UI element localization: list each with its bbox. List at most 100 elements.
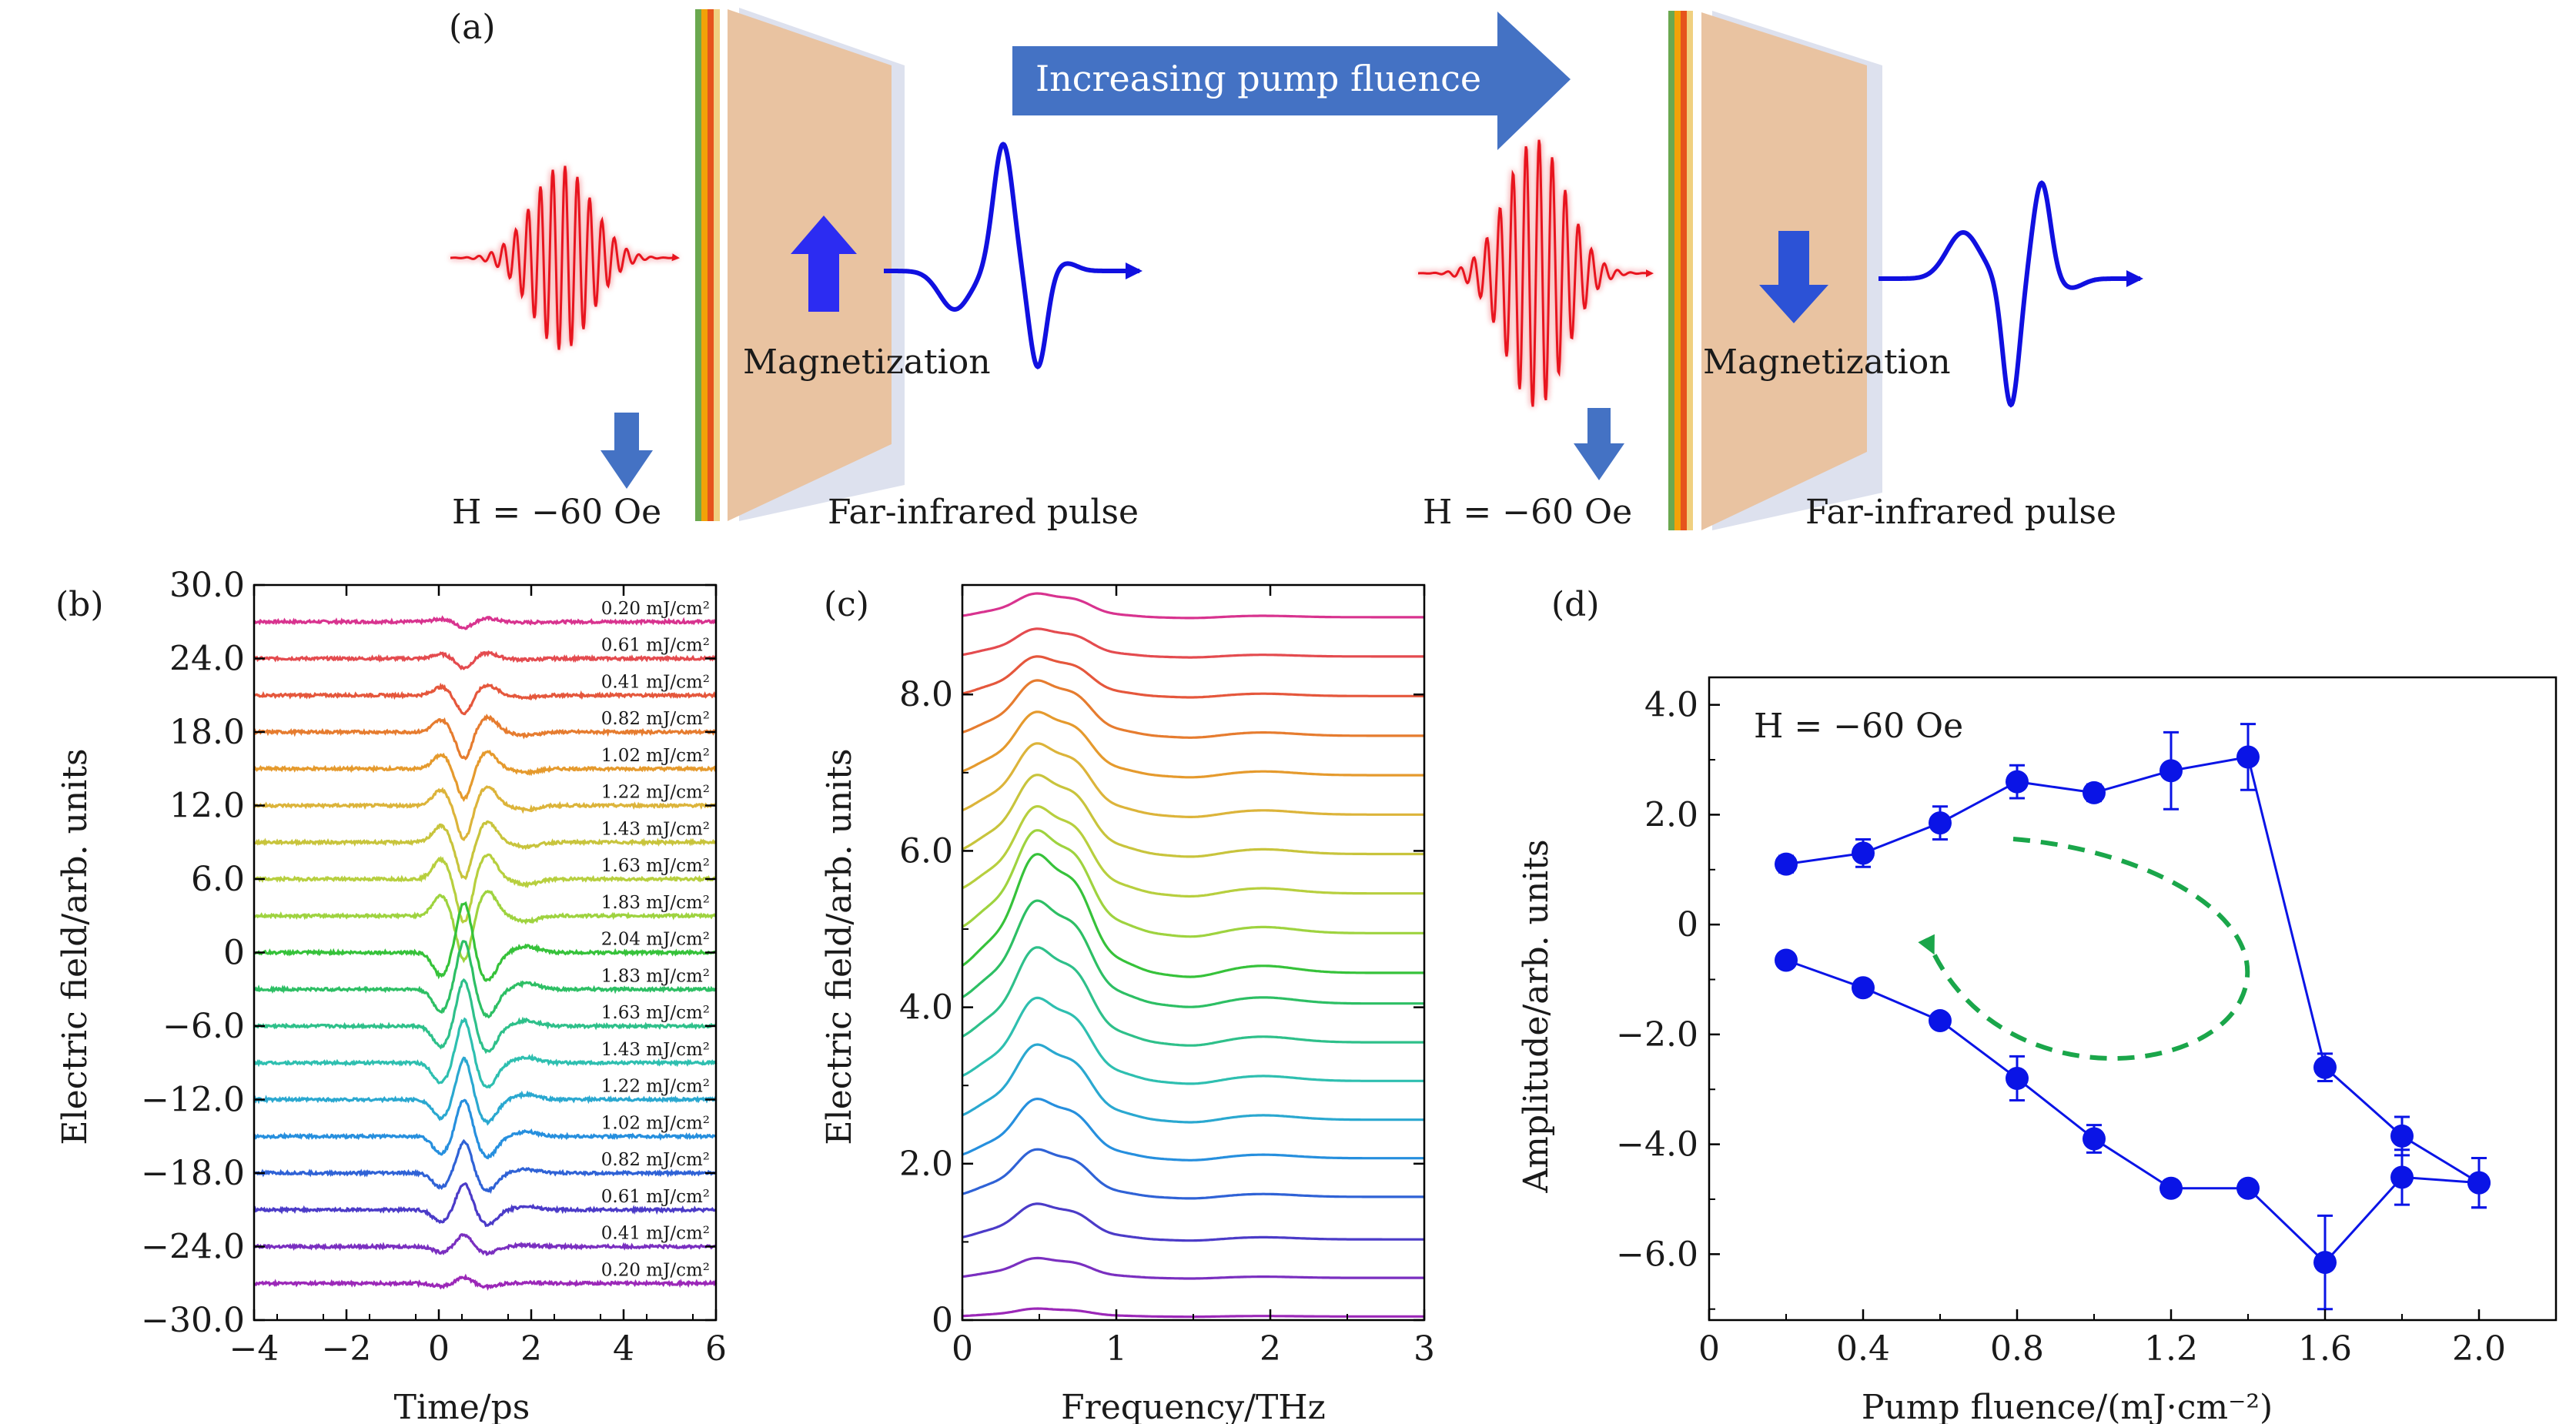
- panel-b: (b) Electric field/arb. units Time/ps 0.…: [55, 566, 727, 1424]
- data-point-increasing: [2313, 1055, 2337, 1079]
- data-point-decreasing: [2006, 1066, 2029, 1090]
- time-trace: [253, 1182, 717, 1228]
- panel-d-label: (d): [1551, 585, 1600, 624]
- spectrum-trace: [962, 1148, 1424, 1200]
- x-tick-label: 6: [705, 1329, 727, 1369]
- x-tick-label: 2: [1260, 1329, 1281, 1369]
- fluence-label: 0.82 mJ/cm²: [601, 709, 710, 729]
- time-trace: [253, 978, 718, 1055]
- fluence-label: 0.20 mJ/cm²: [601, 599, 710, 619]
- y-tick-label: 4.0: [1644, 686, 1698, 725]
- left-setup: Magnetization H = −60 Oe Far-infrared pu…: [450, 8, 1142, 532]
- fluence-label: 0.41 mJ/cm²: [601, 1224, 710, 1244]
- x-tick-label: 0: [952, 1329, 973, 1369]
- spectrum-trace: [962, 1202, 1424, 1242]
- y-tick-label: −18.0: [141, 1154, 245, 1193]
- y-tick-label: 0: [223, 934, 245, 973]
- panel-c: (c) Electric field/arb. units Frequency/…: [820, 583, 1435, 1424]
- y-tick-label: 6.0: [899, 831, 953, 871]
- panel-b-traces: 0.20 mJ/cm² 0.61 mJ/cm² 0.41 mJ/cm² 0.82 mJ…: [253, 599, 718, 1291]
- x-tick-label: −4: [229, 1329, 279, 1369]
- data-point-increasing: [2390, 1124, 2414, 1148]
- panel-d-ylabel: Amplitude/arb. units: [1517, 839, 1556, 1193]
- time-trace: [253, 940, 718, 1019]
- x-tick-label: 2.0: [2452, 1329, 2506, 1369]
- y-tick-label: 8.0: [899, 675, 953, 714]
- fluence-label: 0.61 mJ/cm²: [601, 1187, 710, 1207]
- x-tick-label: −2: [322, 1329, 372, 1369]
- fluence-label: 0.20 mJ/cm²: [601, 1260, 710, 1280]
- spectrum-trace: [962, 774, 1424, 858]
- panel-a: (a) Increasing pump fluence Mag: [449, 8, 2143, 532]
- right-thz-pulse: [1878, 180, 2143, 408]
- data-point-increasing: [1852, 841, 1875, 865]
- spectrum-trace: [962, 1256, 1424, 1280]
- time-trace: [253, 1098, 718, 1160]
- x-tick-label: 1.6: [2298, 1329, 2352, 1369]
- x-tick-label: 0.4: [1836, 1329, 1890, 1369]
- fluence-label: 1.63 mJ/cm²: [601, 1003, 710, 1023]
- time-trace: [254, 901, 717, 982]
- left-magnetization-label: Magnetization: [743, 343, 991, 382]
- right-setup: Magnetization H = −60 Oe Far-infrared pu…: [1418, 11, 2143, 532]
- right-laser-pulse: [1418, 139, 1654, 407]
- panel-b-label: (b): [55, 585, 104, 624]
- panel-c-ylabel: Electric field/arb. units: [820, 748, 859, 1145]
- x-tick-label: 2: [520, 1329, 542, 1369]
- right-sample: [1668, 11, 1882, 530]
- panel-d: (d) Amplitude/arb. units Pump fluence/(m…: [1517, 585, 2558, 1424]
- right-magnetization-down-arrow: [1759, 231, 1828, 323]
- spectrum-trace: [962, 996, 1424, 1085]
- spectrum-trace: [962, 679, 1424, 739]
- y-tick-label: 12.0: [169, 787, 245, 826]
- fluence-label: 1.02 mJ/cm²: [601, 1113, 710, 1133]
- panel-c-frame: [961, 583, 1426, 1322]
- spectrum-trace: [962, 946, 1424, 1047]
- series-line-decreasing: [1785, 959, 2480, 1265]
- panel-c-label: (c): [824, 585, 869, 624]
- time-trace: [253, 820, 717, 881]
- fluence-label: 1.43 mJ/cm²: [601, 819, 710, 839]
- fluence-arrow: Increasing pump fluence: [1012, 12, 1571, 150]
- time-trace: [253, 750, 717, 803]
- spectrum-trace: [962, 742, 1424, 818]
- spectrum-trace: [962, 1097, 1424, 1162]
- left-laser-pulse: [450, 165, 680, 350]
- left-thz-pulse: [884, 142, 1142, 369]
- time-trace: [253, 615, 717, 630]
- panel-b-frame: [253, 583, 718, 1322]
- y-tick-label: −6.0: [1616, 1235, 1698, 1274]
- panel-a-label: (a): [449, 8, 496, 47]
- spectrum-trace: [962, 627, 1424, 659]
- x-tick-label: 1: [1106, 1329, 1127, 1369]
- time-trace: [253, 1138, 718, 1195]
- series-line-increasing: [1785, 755, 2480, 1184]
- x-tick-label: 3: [1413, 1329, 1435, 1369]
- spectrum-trace: [962, 1043, 1424, 1124]
- right-pulse-label: Far-infrared pulse: [1805, 493, 2116, 532]
- panel-c-ticks: 0 1 2 3 0 2.0 4.0 6.0 8.0: [899, 585, 1435, 1369]
- y-tick-label: −24.0: [141, 1228, 245, 1267]
- y-tick-label: −6.0: [162, 1007, 245, 1046]
- fluence-label: 1.83 mJ/cm²: [601, 893, 710, 913]
- data-point-increasing: [2083, 781, 2106, 804]
- panel-b-ylabel: Electric field/arb. units: [55, 748, 95, 1145]
- fluence-arrow-text: Increasing pump fluence: [1035, 58, 1481, 99]
- right-magnetization-label: Magnetization: [1703, 343, 1951, 382]
- right-field-label: H = −60 Oe: [1423, 493, 1632, 532]
- left-magnetization-up-arrow: [791, 216, 857, 312]
- fluence-label: 1.63 mJ/cm²: [601, 856, 710, 876]
- y-tick-label: 0: [1677, 905, 1698, 944]
- time-trace: [253, 785, 718, 841]
- panel-d-xlabel: Pump fluence/(mJ·cm⁻²): [1862, 1388, 2273, 1424]
- spectrum-trace: [962, 829, 1424, 938]
- left-pulse-label: Far-infrared pulse: [828, 493, 1139, 532]
- y-tick-label: 2.0: [1644, 795, 1698, 834]
- x-tick-label: 0: [428, 1329, 450, 1369]
- time-trace: [253, 1273, 718, 1291]
- right-field-down-arrow: [1574, 408, 1624, 480]
- time-trace: [253, 1232, 717, 1256]
- panel-d-frame: [1708, 676, 2558, 1322]
- data-point-increasing: [2006, 770, 2029, 794]
